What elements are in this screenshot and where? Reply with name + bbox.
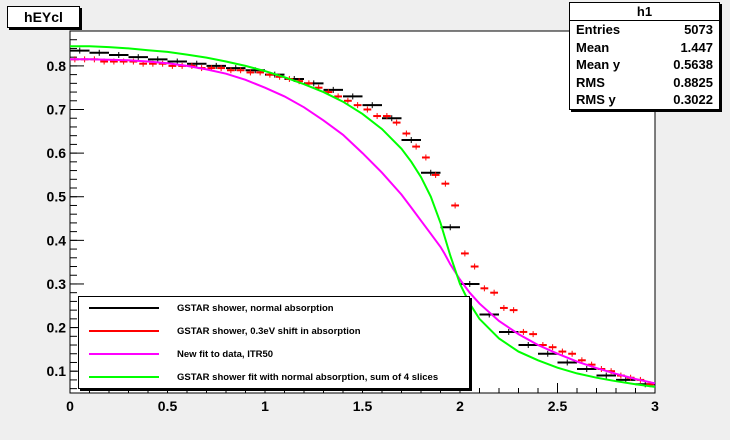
axes: 0 0.5 1 1.5 2 2.5 3 0.1 0.2 0.3 0.4 0.5 0.6 0.7 0.8 <box>47 39 659 414</box>
legend-swatch <box>89 376 159 378</box>
y-tick-label: 0.7 <box>47 102 67 118</box>
stats-value: 1.447 <box>680 39 713 55</box>
x-tick-label: 1 <box>261 398 269 414</box>
y-tick-label: 0.2 <box>47 320 67 336</box>
y-tick-label: 0.4 <box>47 232 67 248</box>
legend: GSTAR shower, normal absorption GSTAR sh… <box>78 296 470 389</box>
x-tick-label: 3 <box>651 398 659 414</box>
stats-row-mean: Mean 1.447 <box>570 39 719 57</box>
stats-value: 5073 <box>684 22 713 37</box>
y-tick-label: 0.5 <box>47 189 67 205</box>
legend-label: GSTAR shower, 0.3eV shift in absorption <box>177 325 361 337</box>
histogram-title: hEYcl <box>7 6 80 28</box>
x-tick-label: 0 <box>66 398 74 414</box>
series-layer <box>70 45 656 388</box>
series-curve <box>70 58 656 385</box>
stats-value: 0.3022 <box>673 92 713 107</box>
y-tick-label: 0.1 <box>47 363 67 379</box>
legend-swatch <box>89 353 159 355</box>
stats-row-mean-y: Mean y 0.5638 <box>570 56 719 74</box>
legend-label: GSTAR shower fit with normal absorption,… <box>177 371 439 383</box>
legend-label: New fit to data, ITR50 <box>177 348 274 360</box>
legend-entry: New fit to data, ITR50 <box>79 343 273 365</box>
stats-label: RMS <box>576 74 605 90</box>
stats-row-rms: RMS 0.8825 <box>570 74 719 92</box>
legend-swatch <box>89 330 159 332</box>
stats-label: Mean <box>576 39 610 55</box>
y-tick-label: 0.6 <box>47 145 67 161</box>
stats-value: 0.8825 <box>673 74 713 90</box>
stats-label: Mean y <box>576 57 621 72</box>
legend-entry: GSTAR shower fit with normal absorption,… <box>79 366 438 388</box>
stats-label: Entries <box>576 22 621 37</box>
legend-swatch <box>89 307 159 309</box>
x-tick-label: 2.5 <box>548 398 568 414</box>
stats-value: 0.5638 <box>673 57 713 72</box>
stats-name: h1 <box>570 3 719 21</box>
stats-box: h1 Entries 5073 Mean 1.447 Mean y 0.5638… <box>569 2 720 110</box>
legend-label: GSTAR shower, normal absorption <box>177 302 334 314</box>
stats-row-rms-y: RMS y 0.3022 <box>570 91 719 109</box>
x-tick-label: 0.5 <box>158 398 178 414</box>
y-tick-label: 0.8 <box>47 58 67 74</box>
legend-entry: GSTAR shower, normal absorption <box>79 297 334 319</box>
x-tick-label: 1.5 <box>353 398 373 414</box>
stats-label: RMS y <box>576 92 616 107</box>
stats-row-entries: Entries 5073 <box>570 21 719 39</box>
x-tick-label: 2 <box>456 398 464 414</box>
series-curve <box>70 45 656 388</box>
y-tick-label: 0.3 <box>47 276 67 292</box>
legend-entry: GSTAR shower, 0.3eV shift in absorption <box>79 320 361 342</box>
